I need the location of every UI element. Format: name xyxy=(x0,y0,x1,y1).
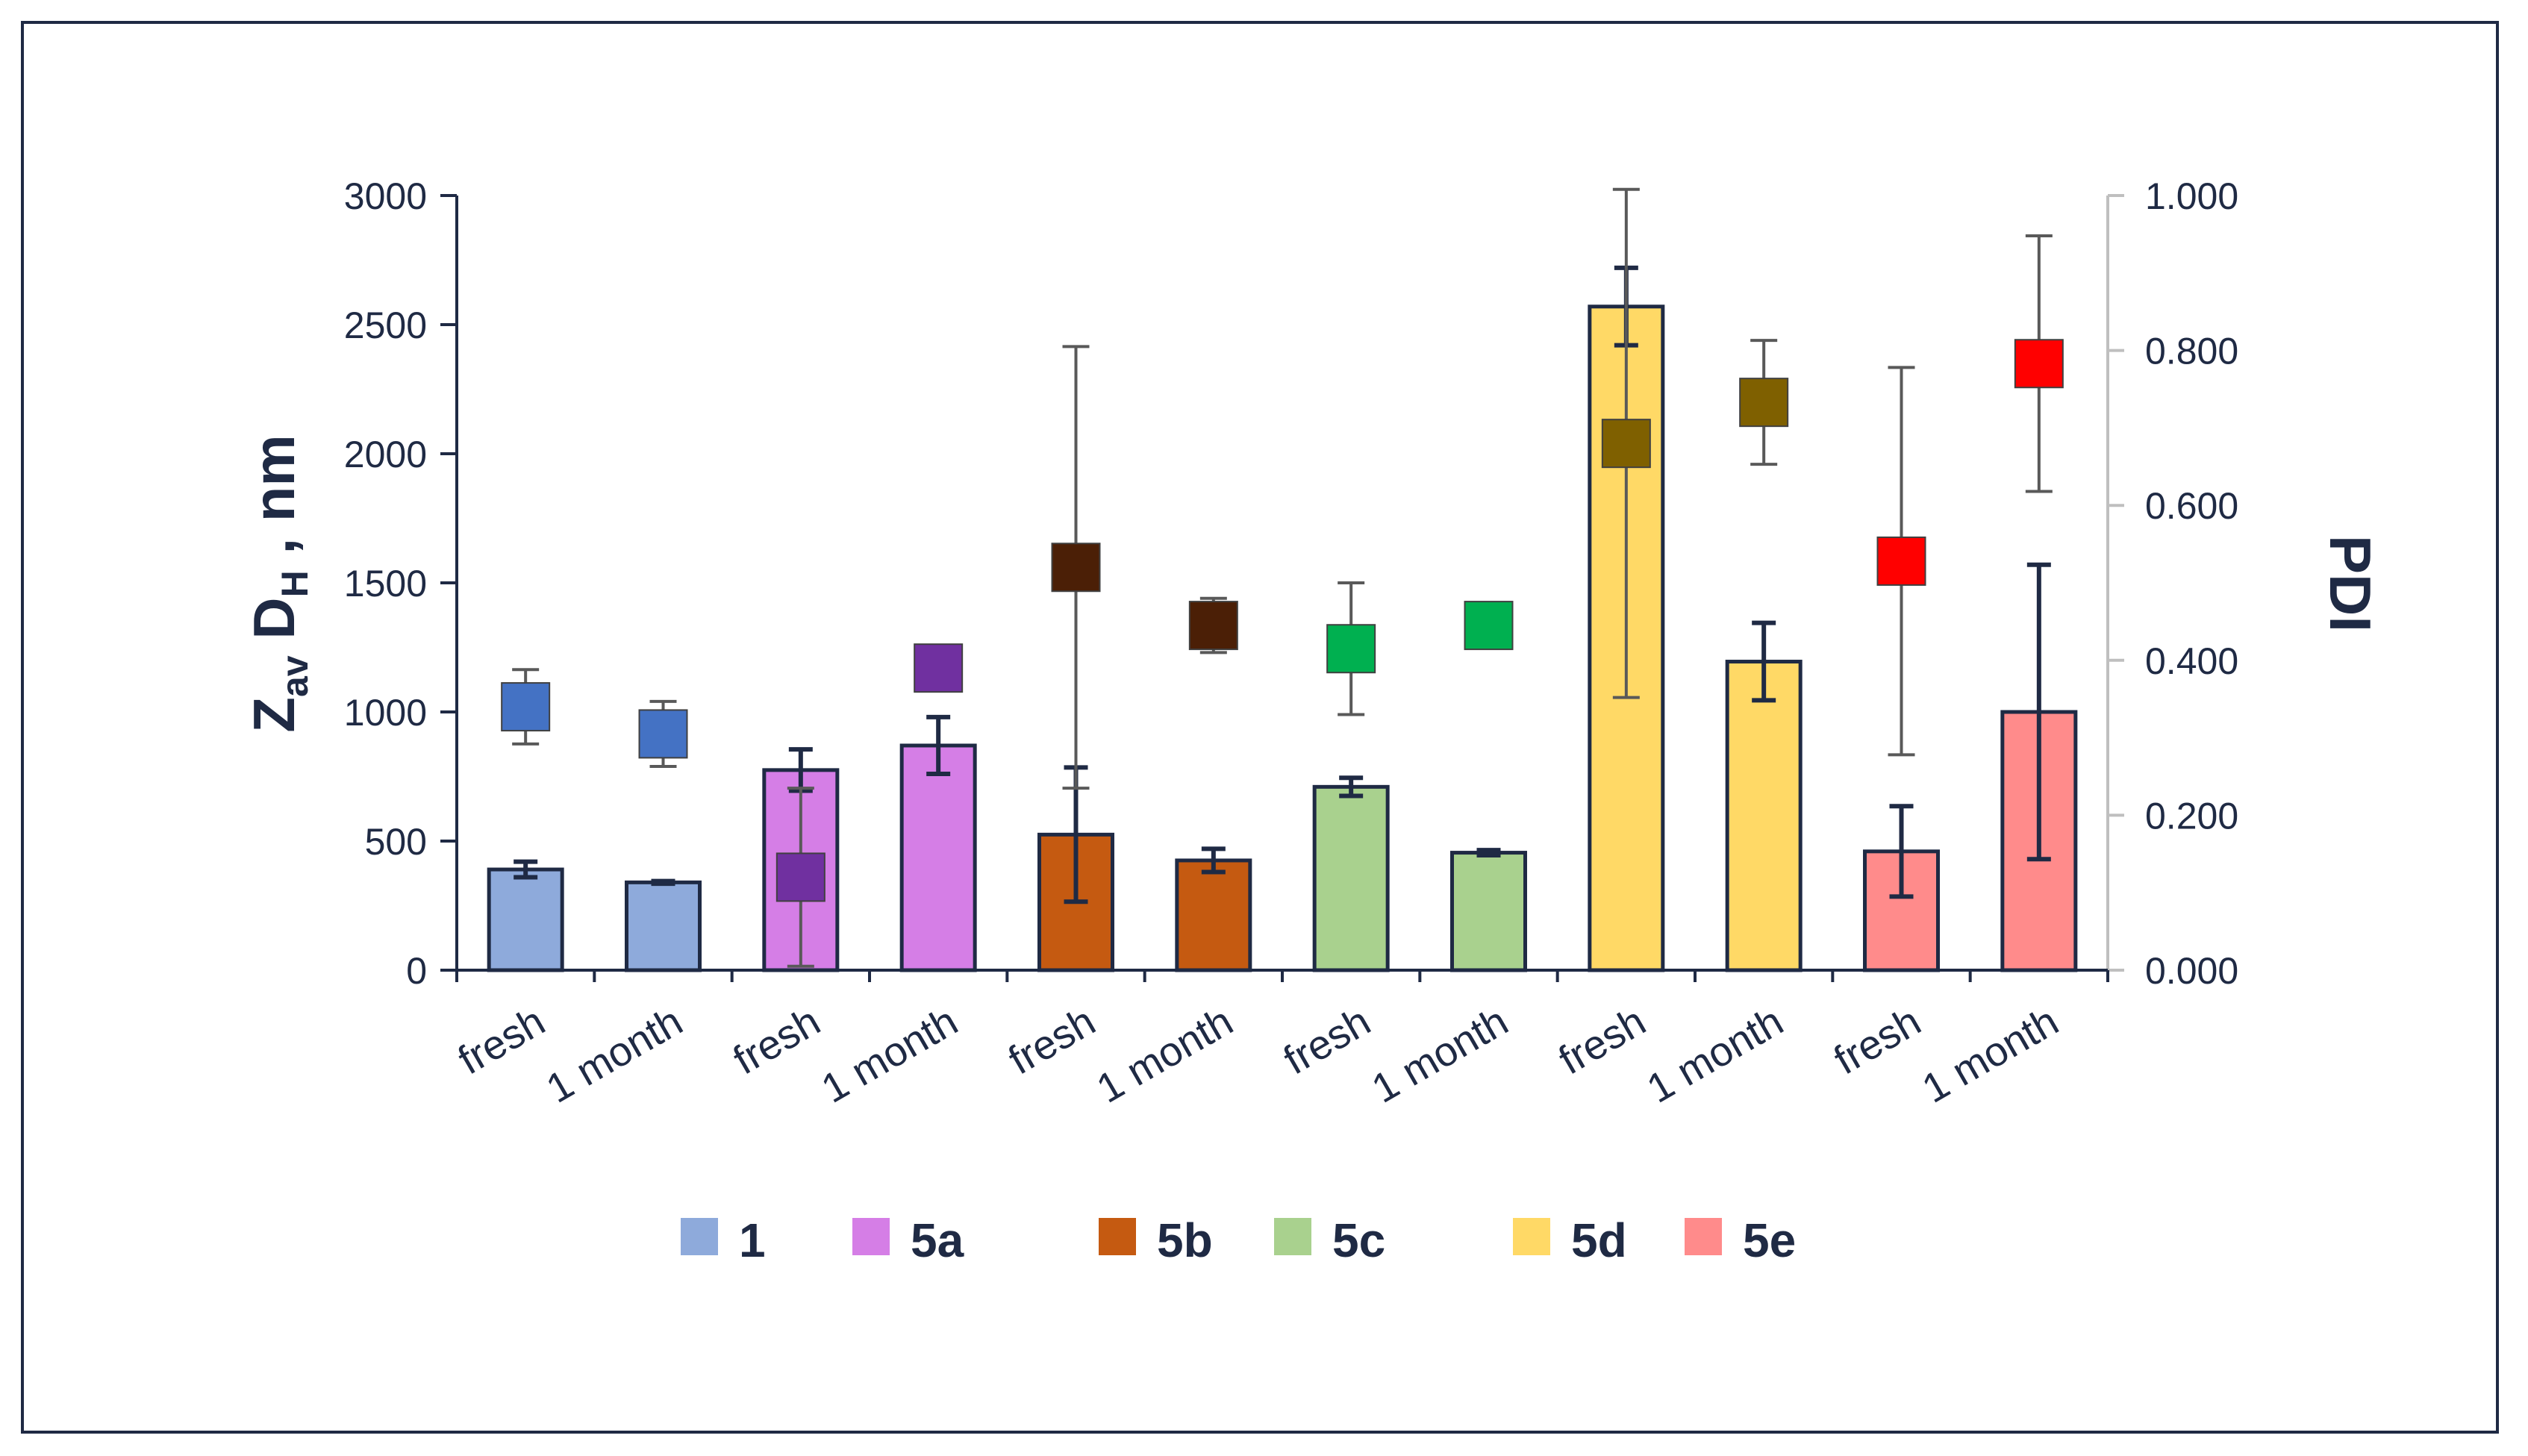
legend-label: 5b xyxy=(1157,1213,1213,1267)
y2-tick-label: 1.000 xyxy=(2145,175,2238,217)
legend-label: 5a xyxy=(911,1213,964,1267)
bar xyxy=(1725,660,1803,972)
y2-axis-title: PDI xyxy=(2318,535,2383,632)
y-axis-title-part: Z xyxy=(241,697,307,733)
bar xyxy=(1175,858,1252,972)
bar xyxy=(625,880,702,972)
legend-label: 1 xyxy=(739,1213,766,1267)
legend-swatch xyxy=(852,1218,890,1255)
legend-swatch xyxy=(1513,1218,1550,1255)
bar xyxy=(487,867,564,972)
pdi-marker xyxy=(2014,339,2064,389)
pdi-marker xyxy=(914,643,964,693)
category-label: 1 month xyxy=(1089,998,1240,1112)
legend: 1 5a 5b 5c 5d 5e xyxy=(681,1213,1796,1267)
pdi-marker xyxy=(501,682,551,732)
pdi-marker xyxy=(1464,601,1514,651)
pdi-markers xyxy=(501,187,2064,968)
y-axis-title-part: , nm xyxy=(241,434,307,570)
y-tick-label: 0 xyxy=(406,950,427,992)
category-label: 1 month xyxy=(1639,998,1791,1112)
axes: 0 500 1000 1500 2000 2500 3000 0.000 0.200 0.400 0… xyxy=(344,175,2238,992)
pdi-marker xyxy=(1601,419,1651,469)
y-tick-label: 2500 xyxy=(344,304,427,346)
y2-tick-label: 0.800 xyxy=(2145,331,2238,372)
category-label: fresh xyxy=(450,998,552,1084)
legend-swatch xyxy=(1099,1218,1136,1255)
y2-tick-label: 0.200 xyxy=(2145,795,2238,837)
category-label: fresh xyxy=(1001,998,1103,1084)
legend-label: 5e xyxy=(1743,1213,1796,1267)
y2-tick-label: 0.000 xyxy=(2145,950,2238,992)
chart-svg: Zav DH , nm PDI 0 500 1000 1500 2000 2500 3000… xyxy=(241,175,2383,1267)
category-label: fresh xyxy=(725,998,828,1084)
y-axis-title-text: Zav DH , nm xyxy=(241,434,316,732)
y-tick-label: 2000 xyxy=(344,434,427,475)
y-tick-label: 3000 xyxy=(344,175,427,217)
y2-axis-title-text: PDI xyxy=(2318,535,2383,632)
y-axis-title-subscript: H xyxy=(274,570,316,597)
bar xyxy=(899,743,977,972)
pdi-marker xyxy=(1326,624,1376,674)
y-tick-label: 500 xyxy=(365,821,427,863)
category-label: fresh xyxy=(1551,998,1653,1084)
legend-swatch xyxy=(1685,1218,1722,1255)
y-tick-label: 1500 xyxy=(344,563,427,604)
y2-tick-label: 0.600 xyxy=(2145,485,2238,527)
pdi-marker xyxy=(1876,536,1926,586)
category-label: fresh xyxy=(1276,998,1378,1084)
y-axis-title-subscript: av xyxy=(274,655,316,697)
y-axis-title-part: D xyxy=(241,597,307,655)
category-label: fresh xyxy=(1826,998,1929,1084)
bar xyxy=(1312,784,1390,972)
pdi-marker xyxy=(775,852,825,902)
legend-swatch xyxy=(681,1218,718,1255)
category-label: 1 month xyxy=(538,998,690,1112)
category-label: 1 month xyxy=(814,998,965,1112)
bars xyxy=(487,265,2078,972)
chart-frame: Zav DH , nm PDI 0 500 1000 1500 2000 2500 3000… xyxy=(21,21,2499,1434)
y-axis-title: Zav DH , nm xyxy=(241,434,316,732)
y-tick-label: 1000 xyxy=(344,692,427,734)
pdi-marker xyxy=(1739,378,1789,428)
legend-label: 5d xyxy=(1571,1213,1627,1267)
legend-swatch xyxy=(1274,1218,1311,1255)
pdi-marker xyxy=(638,709,688,759)
y2-tick-label: 0.400 xyxy=(2145,640,2238,682)
pdi-marker xyxy=(1051,543,1101,593)
category-label: 1 month xyxy=(1914,998,2066,1112)
legend-label: 5c xyxy=(1332,1213,1385,1267)
pdi-marker xyxy=(1188,601,1238,651)
category-label: 1 month xyxy=(1364,998,1515,1112)
bar xyxy=(1450,851,1527,972)
